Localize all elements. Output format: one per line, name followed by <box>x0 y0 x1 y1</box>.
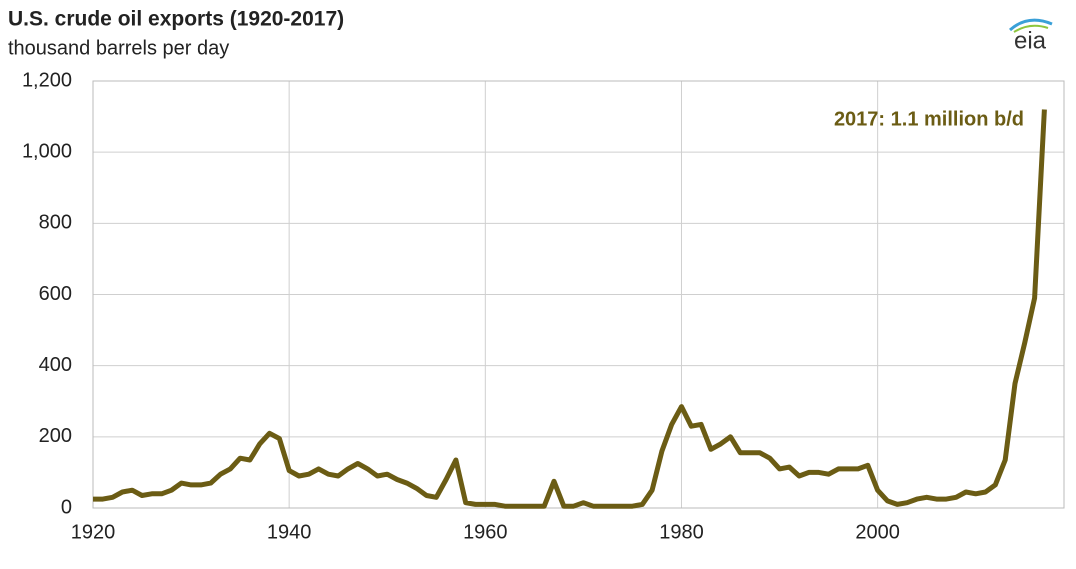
x-tick-label: 1960 <box>463 521 508 543</box>
y-tick-label: 1,000 <box>22 140 72 162</box>
y-tick-label: 1,200 <box>22 69 72 91</box>
x-tick-label: 1980 <box>659 521 704 543</box>
x-tick-label: 2000 <box>855 521 900 543</box>
logo: eia <box>1009 18 1053 54</box>
plot-frame <box>92 80 1065 509</box>
x-tick-label: 1940 <box>267 521 312 543</box>
y-tick-label: 0 <box>61 496 72 518</box>
y-tick-label: 400 <box>39 354 72 376</box>
logo-text: eia <box>1014 27 1047 54</box>
line <box>93 109 1047 509</box>
logo-arc <box>1013 24 1049 33</box>
logo-arc <box>1009 18 1053 32</box>
chart-title: U.S. crude oil exports (1920-2017) <box>8 8 344 31</box>
annotation: 2017: 1.1 million b/d <box>834 108 1024 130</box>
y-tick-label: 200 <box>39 425 72 447</box>
chart-subtitle: thousand barrels per day <box>8 37 229 59</box>
y-tick-label: 600 <box>39 283 72 305</box>
y-tick-label: 800 <box>39 212 72 234</box>
x-tick-label: 1920 <box>71 521 116 543</box>
